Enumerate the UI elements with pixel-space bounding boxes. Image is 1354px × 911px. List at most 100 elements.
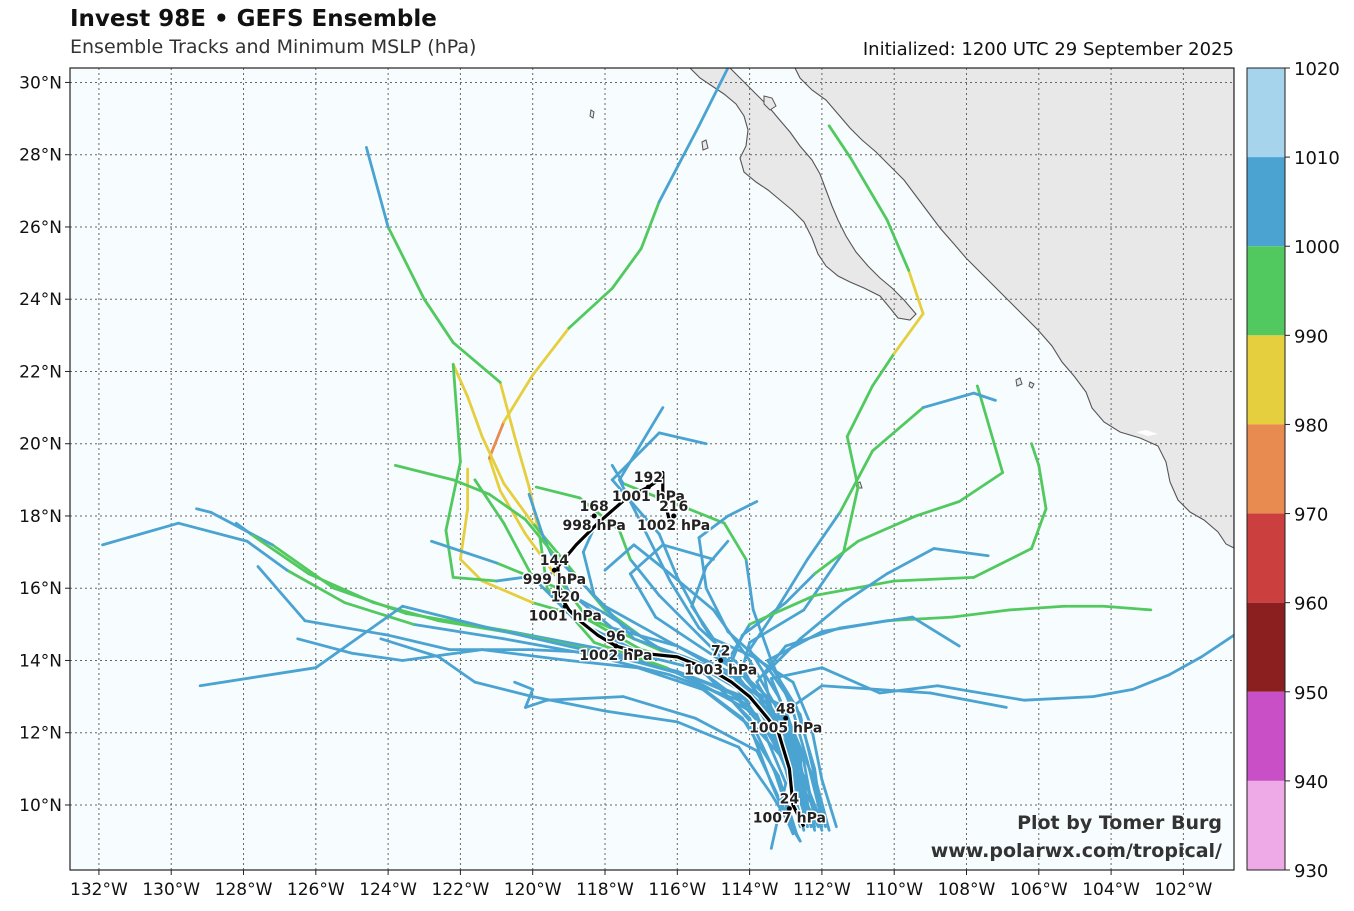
member-track-segment [636,666,705,691]
member-track-segment [350,651,404,662]
mslp-label: 1001 hPa [529,608,602,624]
member-track-segment [245,539,289,572]
island-cedros [701,139,709,151]
member-track-segment [878,684,939,695]
mean-track-point [783,715,789,721]
colorbar-bin [1247,691,1285,781]
colorbar-bin [1247,157,1285,247]
member-track-segment [972,547,1033,579]
member-track-segment [444,529,455,579]
member-track-segment [556,586,607,615]
member-track-segment [495,572,553,583]
member-track-segment [813,539,860,576]
member-track-segment [524,698,549,709]
lon-tick-label: 122°W [432,880,490,900]
member-track-segment [581,651,672,677]
member-track-segment [466,395,484,438]
member-track-segment [820,778,838,829]
member-track-segment [198,666,318,688]
chart-title: Invest 98E • GEFS Ensemble [70,6,437,32]
member-track-segment [195,507,213,514]
member-track-segment [928,691,1008,709]
member-track-segment [451,341,502,384]
plot-frame [69,67,1235,871]
member-track-segment [838,615,914,630]
member-track-segment [314,604,404,670]
member-track-segment [502,482,535,525]
member-track-segment [1037,463,1048,511]
land-layer [589,68,1234,549]
member-track-segment [972,391,997,402]
member-track-segment [809,724,824,782]
member-track-segment [885,547,936,576]
member-track-segment [610,626,679,648]
member-track-segment [668,641,730,673]
member-track [690,539,838,829]
member-track-segment [401,648,484,662]
member-track-segment [307,572,376,605]
forecast-hour-label: 48 [776,701,795,717]
colorbar-tick-label: 1000 [1294,237,1340,258]
grid-lines [70,68,1234,870]
member-track-segment [921,391,976,409]
member-track-segment [487,492,527,521]
member-track-segment [524,532,556,576]
colorbar-frame [1246,67,1286,871]
member-track-segment [914,500,961,518]
member-track-segment [751,655,795,684]
chart-subtitle: Ensemble Tracks and Minimum MSLP (hPa) [70,36,477,58]
member-track-segment [531,695,607,713]
member-track [762,547,990,829]
member-track-segment [784,572,817,605]
member-track-segment [748,716,777,774]
member-track-segment [603,543,636,572]
forecast-hour-label: 168 [580,499,609,515]
member-track-segment [628,543,665,576]
member-track-segment [256,565,307,623]
lat-tick-label: 18°N [19,507,62,527]
member-track-segment [430,539,498,565]
mslp-label: 1005 hPa [749,720,822,736]
lat-tick-label: 12°N [19,724,62,744]
member-track-segment [618,478,647,532]
member-track-segment [581,550,596,597]
member-track-segment [806,760,824,821]
member-track-segment [592,641,668,670]
colorbar-bin [1247,602,1285,692]
member-track-segment [950,608,1012,619]
mean-track-point [645,484,651,490]
island-guadalupe [589,109,595,119]
member-track-segment [784,709,806,764]
member-track-segment [712,608,752,662]
member-track-segment [603,709,679,724]
member-track-segment [892,312,925,355]
member-track-segment [798,767,824,825]
mslp-label: 1002 hPa [637,518,710,534]
member-track-segment [487,456,502,493]
member-track-segment [802,550,845,612]
lon-tick-label: 132°W [70,880,128,900]
member-track-segment [762,673,777,727]
member-track-segment [578,496,621,532]
mslp-label: 999 hPa [523,572,586,588]
member-track-segment [871,351,896,388]
member-track-segment [654,615,701,648]
mean-track-point [718,657,724,663]
member-track-segment [249,532,310,576]
member-track-segment [791,709,809,764]
member-track-segment [842,572,889,605]
member-track-segment [806,510,842,561]
member-track-segment [451,575,498,583]
member-track-segment [527,492,545,540]
lat-tick-label: 20°N [19,435,62,455]
mean-track-point [551,567,557,573]
colorbar-tick-label: 970 [1294,505,1328,526]
mslp-label: 1001 hPa [612,489,685,505]
island-tres-marias [1015,377,1023,387]
mslp-colorbar: 1020 1010 1000 990 980 970 960 950 940 930 [1246,59,1340,882]
member-track-segment [697,68,730,128]
member-track-segment [791,763,809,821]
member-track-segment [693,630,733,670]
member-track-segment [704,673,752,720]
member-track-segment [907,268,925,316]
